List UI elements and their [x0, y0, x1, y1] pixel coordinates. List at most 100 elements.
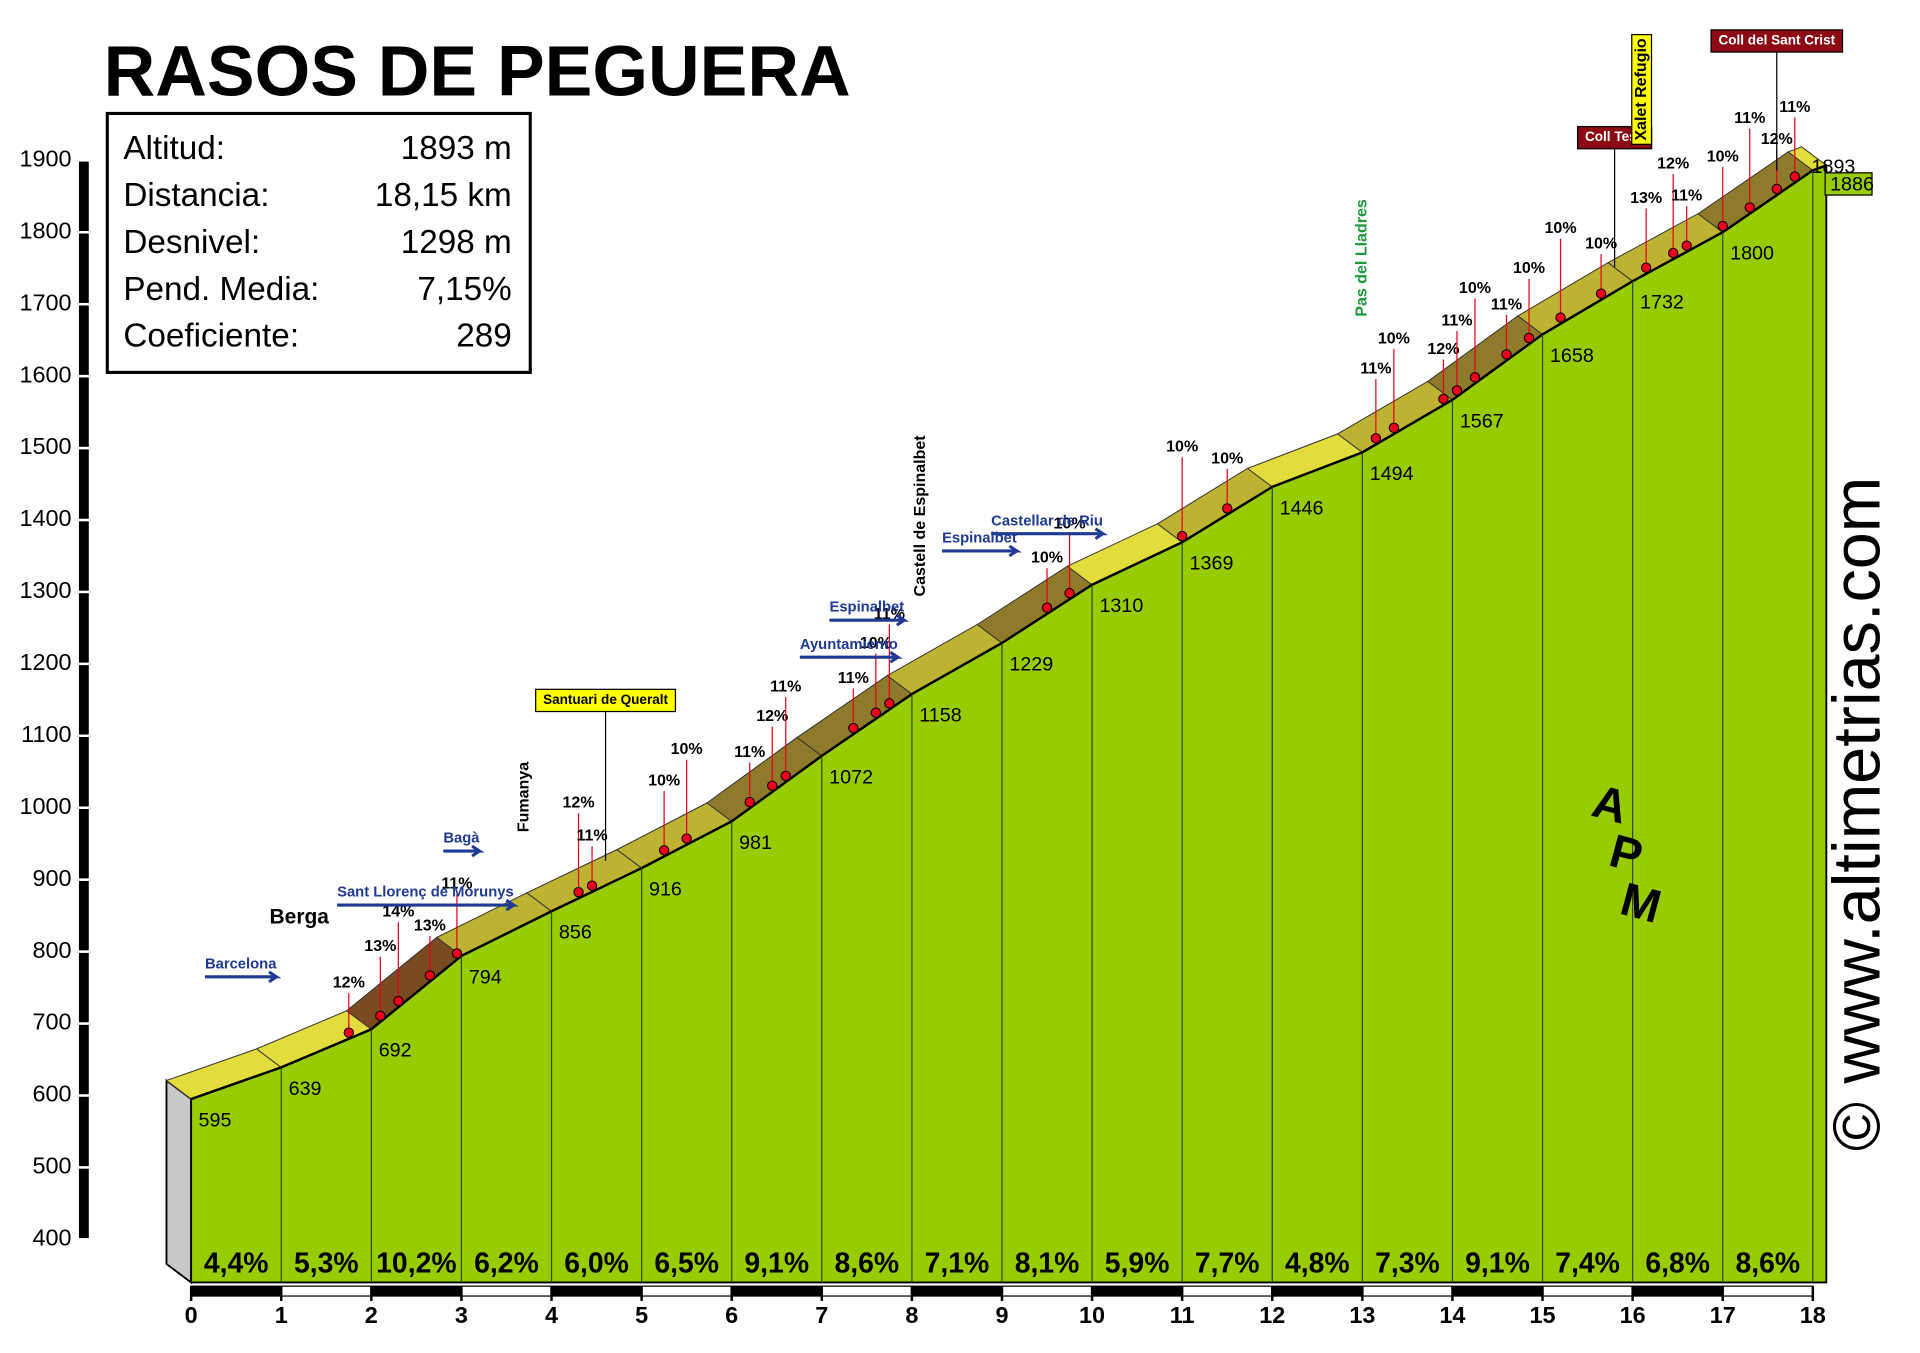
x-tick-label: 8	[905, 1302, 918, 1328]
y-axis-bar	[78, 665, 89, 735]
gradient-label: 8,6%	[1735, 1248, 1800, 1280]
steep-label: 10%	[1378, 329, 1410, 347]
steep-label: 10%	[860, 634, 892, 652]
x-tick-label: 7	[815, 1302, 828, 1328]
x-axis-segment	[640, 1285, 733, 1297]
x-axis-segment	[280, 1285, 372, 1297]
gradient-label: 7,7%	[1195, 1248, 1260, 1280]
steep-label: 11%	[1734, 109, 1765, 127]
stat-value: 289	[456, 318, 512, 355]
x-tick-label: 18	[1800, 1302, 1826, 1328]
steep-dot	[1640, 262, 1652, 273]
steep-dot	[1438, 393, 1449, 405]
place-vertical: Castell de Espinalbet	[911, 435, 929, 597]
x-tick-label: 17	[1710, 1302, 1736, 1328]
x-axis-segment	[1181, 1285, 1273, 1297]
x-axis-segment	[1722, 1285, 1814, 1297]
steep-label: 10%	[1166, 438, 1198, 456]
steep-dot	[1451, 385, 1463, 396]
altitude-label: 1446	[1280, 497, 1324, 519]
steep-dot	[573, 886, 584, 898]
altitude-label: 856	[559, 922, 592, 944]
x-axis-segment	[1001, 1285, 1093, 1297]
steep-dot	[1041, 602, 1053, 613]
y-axis-bar	[78, 1096, 89, 1167]
x-tick-label: 2	[365, 1302, 378, 1328]
place-sign: Sant Llorenç de Morunys	[337, 885, 514, 901]
steep-label: 11%	[838, 669, 869, 687]
x-axis-segment	[1632, 1285, 1724, 1297]
y-tick-label: 600	[32, 1081, 71, 1107]
steep-dot	[393, 995, 404, 1007]
stat-value: 18,15 km	[375, 177, 512, 214]
gradient-label: 6,0%	[564, 1248, 629, 1280]
steep-label: 11%	[441, 875, 472, 893]
steep-label: 10%	[1707, 147, 1739, 165]
steep-dot	[848, 722, 859, 734]
gradient-label: 5,3%	[294, 1248, 359, 1280]
gradient-label: 5,9%	[1105, 1248, 1170, 1280]
x-tick-label: 9	[995, 1302, 1008, 1328]
steep-label: 10%	[1054, 514, 1086, 532]
altitude-label: 1072	[829, 766, 873, 788]
steep-dot	[1501, 349, 1512, 360]
steep-label: 10%	[1513, 259, 1545, 277]
steep-label: 11%	[1441, 312, 1472, 330]
steep-label: 10%	[648, 771, 680, 789]
y-axis-bar	[78, 952, 89, 1023]
y-axis-bar	[78, 737, 89, 807]
y-axis-bar	[78, 808, 89, 879]
altitude-label: 916	[649, 879, 682, 901]
gradient-label: 10,2%	[376, 1248, 456, 1280]
place-box	[1631, 33, 1653, 145]
x-axis-segment	[821, 1285, 913, 1297]
steep-dot	[1744, 202, 1755, 213]
steep-label: 13%	[414, 916, 446, 934]
steep-dot	[884, 698, 895, 709]
y-tick-label: 1700	[19, 289, 71, 315]
steep-dot	[424, 970, 436, 981]
y-axis-bar	[78, 593, 89, 663]
altitude-label: 1369	[1190, 553, 1234, 575]
steep-label: 12%	[1427, 340, 1459, 358]
x-tick-label: 1	[275, 1302, 288, 1328]
y-tick-label: 1600	[19, 361, 71, 387]
stat-value: 1893 m	[401, 130, 512, 167]
place-sign: Barcelona	[205, 956, 277, 972]
y-axis-bar	[78, 449, 89, 519]
x-tick-label: 10	[1079, 1302, 1105, 1328]
x-tick-label: 13	[1349, 1302, 1375, 1328]
steep-dot	[1667, 247, 1679, 259]
steep-label: 11%	[770, 677, 801, 695]
x-tick-label: 12	[1259, 1302, 1285, 1328]
stat-label: Pend. Media:	[123, 271, 319, 308]
steep-label: 11%	[734, 743, 765, 761]
steep-dot	[658, 845, 670, 856]
stat-label: Altitud:	[123, 130, 225, 167]
steep-label: 11%	[1360, 359, 1391, 377]
gradient-label: 6,8%	[1645, 1248, 1710, 1280]
steep-dot	[1771, 183, 1782, 195]
x-tick-label: 14	[1439, 1302, 1465, 1328]
sign-arrow	[799, 650, 903, 664]
x-axis-segment	[1541, 1285, 1634, 1297]
steep-label: 11%	[1491, 295, 1522, 313]
steep-label: 13%	[364, 937, 396, 955]
steep-dot	[343, 1027, 354, 1038]
steep-dot	[870, 707, 882, 718]
place-sign: Espinalbet	[829, 600, 904, 616]
steep-label: 11%	[576, 827, 607, 845]
altitude-label: 595	[199, 1109, 232, 1131]
side-face	[165, 1078, 193, 1285]
gradient-label: 8,1%	[1015, 1248, 1080, 1280]
altitude-label: 981	[739, 832, 772, 854]
stat-label: Coeficiente:	[123, 318, 299, 355]
sign-arrow	[942, 544, 1022, 558]
sign-arrow	[443, 844, 485, 858]
gradient-label: 8,6%	[835, 1248, 900, 1280]
stat-label: Distancia:	[123, 177, 269, 214]
y-tick-label: 900	[32, 865, 71, 891]
altitude-badge	[1824, 172, 1873, 196]
y-tick-label: 1000	[19, 793, 71, 819]
